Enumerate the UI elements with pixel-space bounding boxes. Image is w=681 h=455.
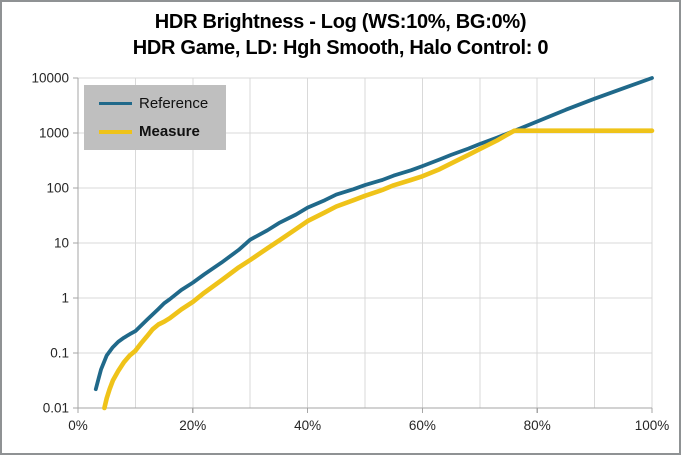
y-tick-label: 1000 (39, 126, 69, 141)
x-tick-label: 0% (68, 418, 88, 433)
y-tick-label: 10 (54, 236, 69, 251)
y-tick-label: 100 (46, 181, 69, 196)
chart-legend: Reference Measure (84, 85, 226, 150)
x-tick-label: 20% (179, 418, 206, 433)
chart-subtitle: HDR Game, LD: Hgh Smooth, Halo Control: … (132, 37, 549, 59)
legend-item-reference: Reference (99, 95, 226, 112)
y-tick-label: 0.1 (50, 346, 69, 361)
x-tick-label: 100% (635, 418, 670, 433)
legend-label-reference: Reference (139, 95, 209, 112)
legend-label-measure: Measure (139, 123, 200, 140)
x-tick-label: 40% (294, 418, 321, 433)
chart-title: HDR Brightness - Log (WS:10%, BG:0%) (154, 11, 527, 33)
y-tick-label: 10000 (31, 71, 69, 86)
legend-item-measure: Measure (99, 123, 226, 140)
y-tick-label: 0.01 (43, 401, 69, 416)
series-line-measure (102, 128, 655, 411)
series-line-reference (93, 76, 654, 392)
y-tick-label: 1 (61, 291, 69, 306)
x-tick-label: 60% (409, 418, 436, 433)
reference-line-swatch (99, 102, 132, 105)
x-tick-label: 80% (524, 418, 551, 433)
measure-line-swatch (99, 129, 132, 134)
chart-title-block: HDR Brightness - Log (WS:10%, BG:0%) HDR… (0, 9, 681, 61)
